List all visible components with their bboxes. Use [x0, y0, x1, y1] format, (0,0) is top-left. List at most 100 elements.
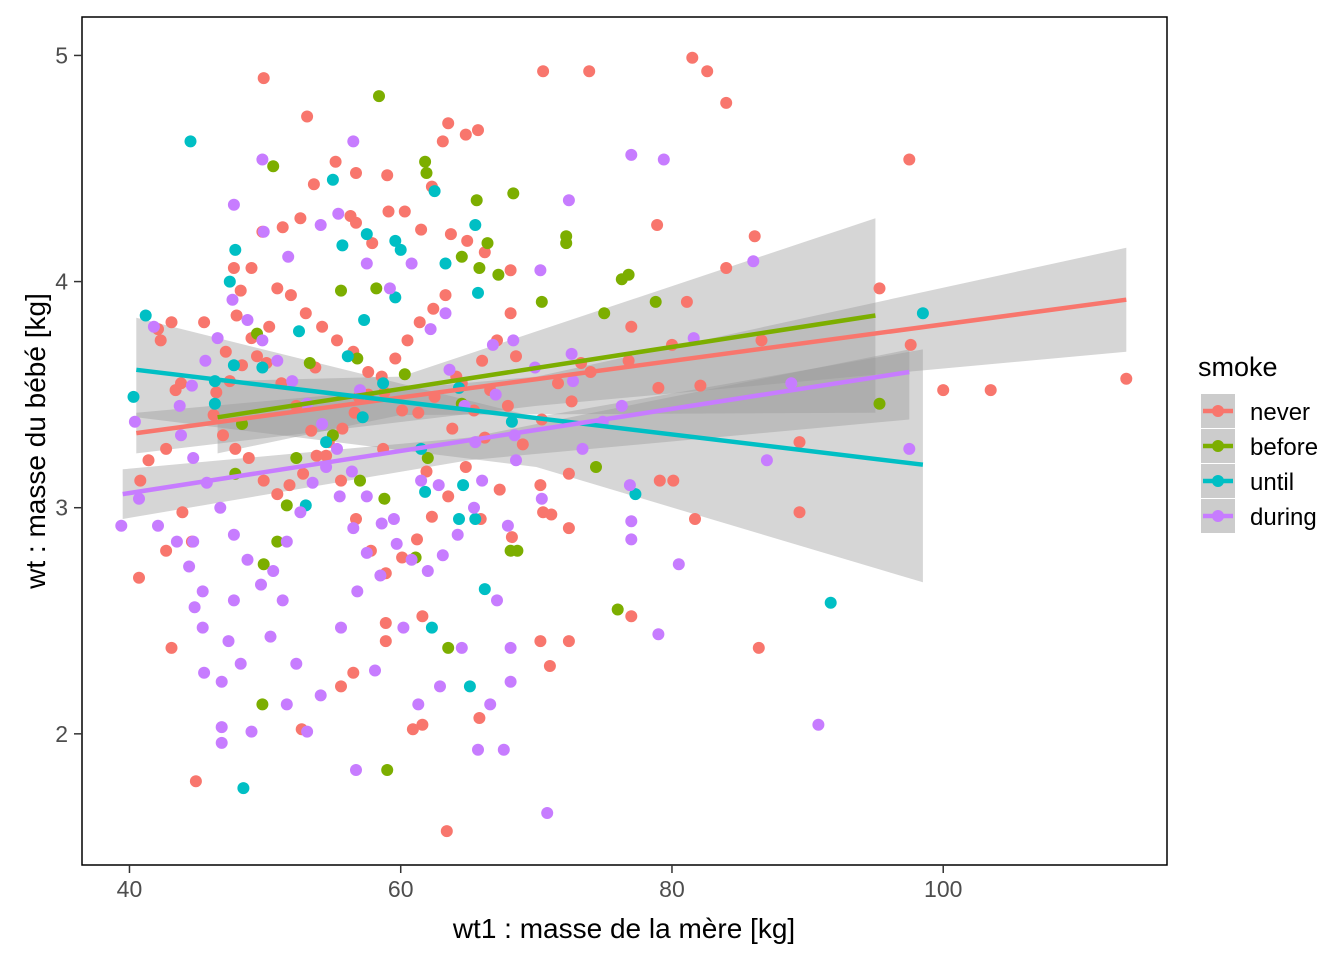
data-point-until [478, 583, 491, 596]
data-point-never [493, 483, 506, 496]
data-point-never [350, 167, 362, 179]
y-tick-label: 2 [55, 721, 68, 747]
data-point-during [760, 454, 773, 467]
data-point-until [293, 325, 305, 338]
x-tick-label: 80 [659, 876, 685, 902]
fit-line-before [217, 313, 876, 420]
data-point-during [128, 415, 141, 428]
data-point-before [373, 90, 385, 103]
data-point-until [360, 228, 373, 241]
data-point-never [793, 506, 806, 519]
data-point-never [207, 409, 220, 421]
data-point-during [360, 546, 373, 559]
data-point-before [421, 452, 434, 464]
data-point-never [350, 216, 362, 229]
data-point-during [286, 375, 299, 388]
data-point-never [331, 334, 343, 347]
data-point-during [211, 332, 224, 345]
data-point-never [545, 508, 558, 521]
data-point-during [405, 257, 418, 270]
data-point-never [472, 124, 484, 137]
data-point-never [793, 436, 806, 449]
data-point-during [541, 807, 554, 819]
data-point-during [316, 418, 329, 430]
data-point-never [459, 461, 472, 473]
data-point-never [396, 551, 409, 564]
data-point-before [378, 492, 391, 505]
data-point-never [446, 422, 459, 435]
data-point-during [196, 585, 209, 598]
data-point-during [455, 641, 468, 654]
data-point-during [185, 379, 198, 392]
data-point-never [276, 221, 289, 234]
data-point-until [237, 782, 250, 795]
data-point-during [576, 442, 589, 455]
data-point-never [984, 384, 997, 397]
data-point-before [398, 368, 411, 381]
data-point-never [562, 522, 575, 535]
data-point-never [263, 320, 276, 333]
legend-label: never [1250, 399, 1310, 426]
data-point-until [377, 377, 390, 390]
data-point-never [347, 666, 360, 679]
data-point-never [680, 295, 693, 308]
data-point-never [752, 641, 765, 654]
data-point-during [472, 743, 484, 756]
data-point-until [336, 239, 349, 252]
data-point-never [316, 320, 329, 333]
data-point-never [510, 350, 522, 363]
data-point-during [652, 628, 665, 641]
data-point-during [241, 314, 254, 326]
data-point-never [305, 424, 318, 437]
data-point-during [280, 698, 293, 711]
data-point-during [812, 718, 825, 731]
data-point-never [219, 345, 232, 358]
data-point-until [227, 359, 240, 372]
data-point-before [535, 295, 548, 308]
data-point-during [267, 565, 280, 577]
data-point-never [459, 128, 472, 141]
legend-label: until [1250, 469, 1294, 496]
data-point-never [444, 228, 457, 241]
x-tick-label: 100 [924, 876, 962, 902]
data-point-until [229, 243, 242, 256]
data-point-never [442, 490, 455, 503]
data-point-never [873, 282, 886, 295]
data-point-during [625, 515, 638, 528]
data-point-until [389, 291, 402, 304]
data-point-never [720, 262, 733, 274]
data-point-during [333, 490, 346, 503]
data-point-never [415, 223, 428, 236]
data-point-before [611, 603, 624, 616]
data-point-until [469, 219, 482, 231]
data-point-during [434, 680, 446, 693]
data-point-never [366, 237, 379, 250]
data-point-never [478, 246, 491, 259]
data-point-never [720, 96, 733, 109]
legend-item-before: before [1201, 429, 1318, 463]
y-axis: 2 3 4 5 [55, 42, 82, 747]
data-point-during [234, 657, 247, 670]
data-point-during [565, 347, 578, 360]
data-point-until [320, 436, 333, 449]
data-point-during [226, 293, 239, 306]
data-point-during [264, 630, 277, 643]
data-point-during [256, 334, 269, 347]
data-point-during [468, 501, 480, 514]
data-point-during [187, 535, 200, 548]
data-point-during [351, 585, 364, 598]
data-point-during [436, 549, 449, 562]
data-point-during [345, 465, 358, 478]
data-point-before [335, 284, 347, 297]
data-point-never [412, 406, 425, 419]
data-point-never [537, 65, 550, 78]
data-point-during [227, 528, 240, 541]
data-point-never [701, 65, 714, 78]
data-point-never [937, 384, 950, 397]
data-point-during [214, 501, 227, 514]
data-point-never [425, 510, 438, 523]
data-point-until [184, 135, 197, 148]
data-point-during [374, 569, 387, 582]
data-point-during [222, 635, 235, 648]
